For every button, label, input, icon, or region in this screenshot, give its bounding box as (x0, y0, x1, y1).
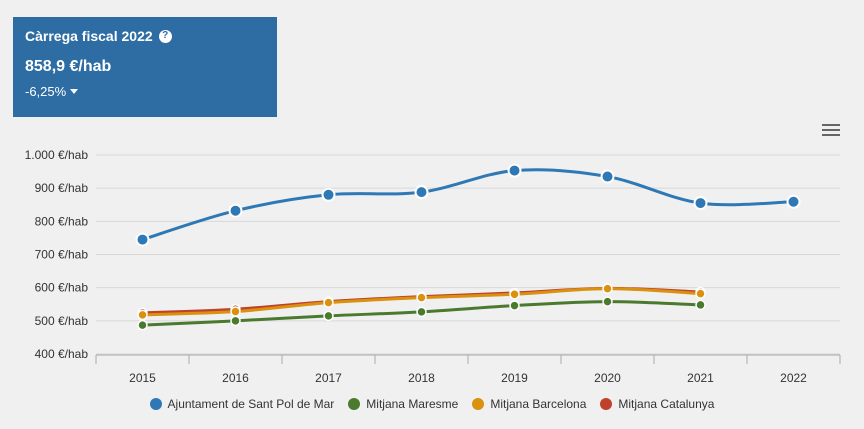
data-point (135, 232, 150, 247)
data-point (507, 163, 522, 178)
data-point (321, 187, 336, 202)
legend-label: Mitjana Maresme (366, 397, 459, 411)
caret-down-icon (70, 89, 79, 94)
x-tick-label: 2017 (315, 371, 342, 385)
legend-marker (600, 398, 613, 410)
legend-label: Mitjana Catalunya (618, 397, 715, 411)
data-point (230, 306, 241, 317)
data-point (416, 292, 427, 303)
y-tick-label: 600 €/hab (35, 281, 89, 295)
x-tick-label: 2015 (129, 371, 156, 385)
kpi-card: Càrrega fiscal 2022 ? 858,9 €/hab -6,25% (13, 17, 277, 117)
x-tick-label: 2018 (408, 371, 435, 385)
y-tick-label: 400 €/hab (35, 347, 89, 361)
y-tick-label: 700 €/hab (35, 248, 89, 262)
legend-marker (149, 398, 162, 410)
help-icon[interactable]: ? (158, 29, 172, 43)
data-point (786, 194, 801, 209)
legend-item[interactable]: Ajuntament de Sant Pol de Mar (149, 397, 335, 411)
legend-item[interactable]: Mitjana Catalunya (600, 397, 714, 411)
data-point (602, 283, 613, 294)
kpi-title-row: Càrrega fiscal 2022 ? (25, 28, 265, 44)
legend-marker (348, 398, 361, 410)
data-point (323, 297, 334, 308)
y-tick-label: 500 €/hab (35, 314, 89, 328)
chart-menu-icon[interactable] (822, 124, 840, 138)
data-point (695, 299, 706, 311)
y-tick-label: 1.000 €/hab (25, 148, 89, 162)
data-point (695, 288, 706, 299)
x-tick-label: 2019 (501, 371, 528, 385)
chart-legend: Ajuntament de Sant Pol de Mar Mitjana Mar… (0, 397, 864, 411)
data-point (137, 309, 148, 321)
data-point (602, 296, 613, 307)
data-point (414, 185, 429, 200)
data-point (509, 300, 520, 311)
data-point (323, 310, 334, 322)
x-tick-label: 2020 (594, 371, 621, 385)
legend-label: Ajuntament de Sant Pol de Mar (167, 397, 335, 411)
legend-label: Mitjana Barcelona (490, 397, 587, 411)
kpi-title: Càrrega fiscal 2022 (25, 28, 153, 44)
kpi-change: -6,25% (25, 84, 67, 99)
data-point (137, 319, 148, 331)
data-point (230, 315, 241, 327)
data-point (228, 203, 243, 218)
x-tick-label: 2021 (687, 371, 714, 385)
data-point (600, 169, 615, 184)
data-point (509, 289, 520, 300)
legend-item[interactable]: Mitjana Barcelona (472, 397, 586, 411)
y-tick-label: 800 €/hab (35, 214, 89, 228)
x-tick-label: 2016 (222, 371, 249, 385)
legend-item[interactable]: Mitjana Maresme (348, 397, 458, 411)
kpi-change-row: -6,25% (25, 84, 265, 99)
data-point (416, 306, 427, 318)
x-tick-label: 2022 (780, 371, 807, 385)
series-line (142, 168, 794, 242)
kpi-value: 858,9 €/hab (25, 58, 112, 75)
data-point (693, 196, 708, 211)
y-tick-label: 900 €/hab (35, 181, 89, 195)
legend-marker (472, 398, 485, 410)
